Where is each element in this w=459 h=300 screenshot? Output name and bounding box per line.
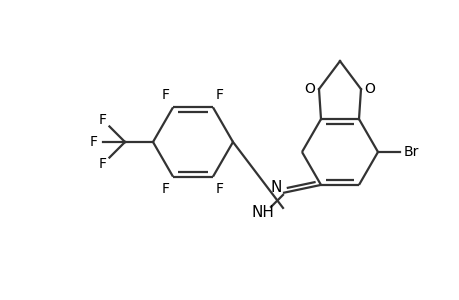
Text: O: O (304, 82, 315, 96)
Text: F: F (162, 88, 170, 102)
Text: F: F (90, 135, 98, 149)
Text: F: F (216, 182, 224, 196)
Text: F: F (99, 157, 107, 171)
Text: F: F (216, 88, 224, 102)
Text: NH: NH (251, 206, 274, 220)
Text: N: N (270, 180, 281, 195)
Text: O: O (364, 82, 375, 96)
Text: F: F (99, 113, 107, 127)
Text: F: F (162, 182, 170, 196)
Text: Br: Br (403, 145, 419, 159)
